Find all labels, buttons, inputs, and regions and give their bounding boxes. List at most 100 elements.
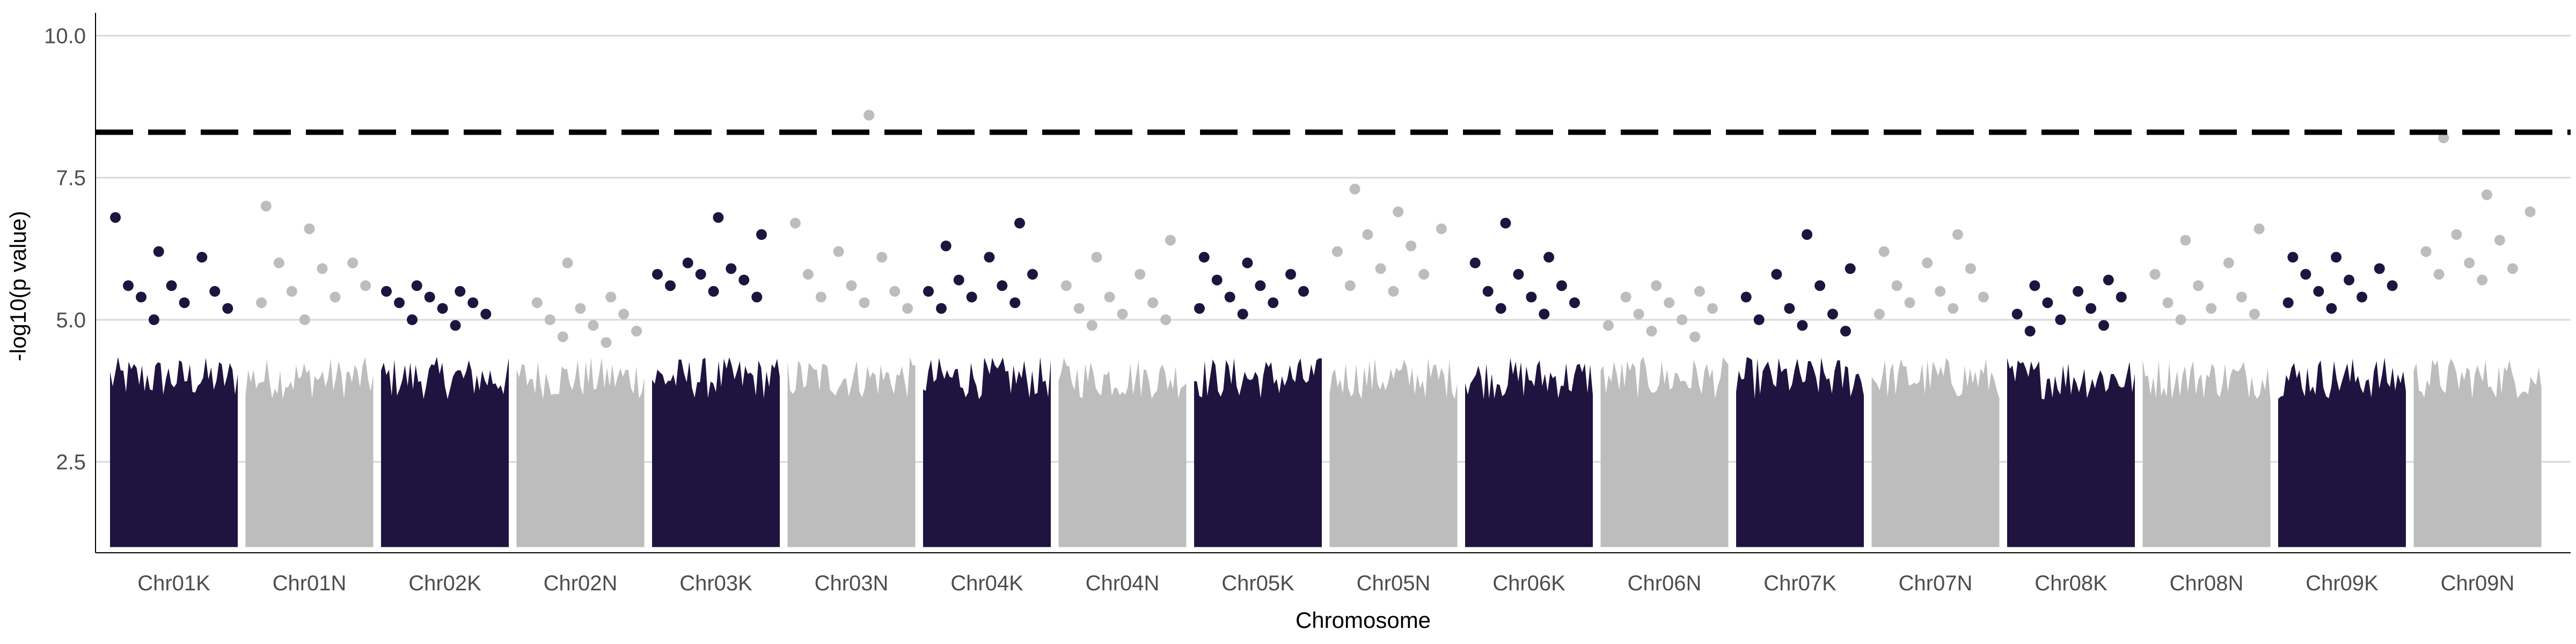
point-chr05n-9 bbox=[1388, 286, 1399, 297]
x-tick-label-chr01k: Chr01K bbox=[137, 572, 210, 595]
point-chr05n-7 bbox=[1418, 269, 1430, 280]
point-chr08n-3 bbox=[2149, 269, 2161, 280]
point-chr04k-9 bbox=[936, 303, 947, 314]
point-chr07n-4 bbox=[1891, 280, 1902, 291]
point-chr03k-7 bbox=[665, 280, 676, 291]
point-chr08n-5 bbox=[2236, 291, 2247, 303]
point-chr04n-2 bbox=[1135, 269, 1146, 280]
point-chr02n-4 bbox=[618, 309, 630, 320]
point-chr01n-6 bbox=[286, 286, 297, 297]
x-tick-label-chr03n: Chr03N bbox=[815, 572, 889, 595]
point-chr05n-2 bbox=[1436, 223, 1447, 235]
point-chr06k-2 bbox=[1469, 257, 1481, 268]
point-chr06n-0 bbox=[1651, 280, 1662, 291]
point-chr03n-0 bbox=[863, 109, 875, 121]
point-chr05n-3 bbox=[1362, 229, 1373, 240]
point-chr07n-2 bbox=[1922, 257, 1933, 268]
point-chr09k-1 bbox=[2331, 252, 2342, 263]
point-chr04n-4 bbox=[1104, 291, 1115, 303]
point-chr03n-9 bbox=[902, 303, 913, 314]
point-chr04k-6 bbox=[923, 286, 934, 297]
point-chr02k-2 bbox=[381, 286, 392, 297]
x-axis-title: Chromosome bbox=[1296, 608, 1431, 633]
point-chr09k-6 bbox=[2313, 286, 2324, 297]
point-chr05k-2 bbox=[1285, 269, 1296, 280]
point-chr07n-1 bbox=[1878, 246, 1890, 257]
point-chr08n-2 bbox=[2223, 257, 2234, 268]
point-chr06k-3 bbox=[1513, 269, 1524, 280]
point-chr06n-1 bbox=[1694, 286, 1705, 297]
point-chr04n-5 bbox=[1147, 297, 1159, 309]
point-chr01k-3 bbox=[123, 280, 134, 291]
x-tick-label-chr04n: Chr04N bbox=[1086, 572, 1160, 595]
point-chr06k-9 bbox=[1539, 309, 1550, 320]
point-chr03k-3 bbox=[726, 263, 737, 274]
point-chr02k-8 bbox=[407, 314, 418, 325]
point-chr03k-8 bbox=[708, 286, 719, 297]
point-chr07k-8 bbox=[1797, 320, 1808, 331]
y-tick-labels: 2.5 5.0 7.5 10.0 bbox=[44, 24, 86, 474]
point-chr01n-3 bbox=[273, 257, 284, 268]
point-chr01n-9 bbox=[299, 314, 310, 325]
point-chr09k-9 bbox=[2326, 303, 2337, 314]
point-chr03k-4 bbox=[652, 269, 663, 280]
point-chr04n-6 bbox=[1073, 303, 1085, 314]
point-chr01k-9 bbox=[148, 314, 159, 325]
point-chr07n-3 bbox=[1965, 263, 1976, 274]
point-chr04k-7 bbox=[966, 291, 977, 303]
y-tick-label-3: 10.0 bbox=[44, 24, 86, 48]
x-tick-label-chr02n: Chr02N bbox=[544, 572, 618, 595]
point-chr03k-6 bbox=[738, 274, 750, 286]
point-chr05k-3 bbox=[1211, 274, 1223, 286]
point-chr09n-0 bbox=[2438, 133, 2449, 143]
point-chr06n-9 bbox=[1689, 331, 1701, 342]
point-mass-chr04n bbox=[1058, 357, 1187, 547]
point-chr07k-1 bbox=[1845, 263, 1856, 274]
point-mass-chr08n bbox=[2142, 359, 2271, 547]
point-chr01k-4 bbox=[166, 280, 177, 291]
points-layer bbox=[110, 109, 2536, 348]
x-tick-label-chr08k: Chr08K bbox=[2035, 572, 2107, 595]
point-chr06k-7 bbox=[1569, 297, 1580, 309]
point-chr09n-8 bbox=[2433, 269, 2445, 280]
point-chr06k-4 bbox=[1556, 280, 1567, 291]
point-mass-chr04k bbox=[923, 357, 1051, 547]
point-mass-chr03k bbox=[652, 357, 780, 547]
point-chr03n-1 bbox=[789, 217, 801, 229]
point-chr08n-4 bbox=[2193, 280, 2204, 291]
x-tick-label-chr08n: Chr08N bbox=[2170, 572, 2244, 595]
y-tick-label-0: 2.5 bbox=[56, 451, 86, 474]
point-mass-chr03n bbox=[787, 357, 916, 547]
point-chr05n-4 bbox=[1406, 240, 1417, 252]
point-chr02n-2 bbox=[531, 297, 543, 309]
point-chr08k-3 bbox=[2116, 291, 2127, 303]
point-chr03k-0 bbox=[713, 212, 724, 223]
x-tick-label-chr02k: Chr02K bbox=[408, 572, 481, 595]
point-chr02k-9 bbox=[450, 320, 461, 331]
x-tick-label-chr06k: Chr06K bbox=[1492, 572, 1565, 595]
point-chr02n-6 bbox=[588, 320, 599, 331]
point-chr07n-8 bbox=[1948, 303, 1959, 314]
point-chr06n-8 bbox=[1646, 326, 1657, 336]
point-chr05k-5 bbox=[1298, 286, 1309, 297]
point-chr02k-0 bbox=[411, 280, 422, 291]
point-mass-layer bbox=[110, 356, 2542, 547]
point-chr07k-5 bbox=[1784, 303, 1795, 314]
point-chr09n-4 bbox=[2494, 235, 2505, 246]
point-mass-chr02n bbox=[516, 357, 645, 547]
point-mass-chr06n bbox=[1600, 356, 1729, 547]
point-chr08n-8 bbox=[2249, 309, 2260, 320]
point-chr04n-9 bbox=[1086, 320, 1097, 331]
point-chr06n-5 bbox=[1633, 309, 1644, 320]
point-mass-chr07n bbox=[1871, 358, 2000, 547]
point-chr04n-7 bbox=[1117, 309, 1128, 320]
point-chr07k-2 bbox=[1771, 269, 1782, 280]
point-chr05k-8 bbox=[1194, 303, 1205, 314]
point-chr08n-9 bbox=[2175, 314, 2186, 325]
point-mass-chr08k bbox=[2007, 358, 2135, 547]
point-chr08k-7 bbox=[2055, 314, 2066, 325]
point-mass-chr07k bbox=[1736, 357, 1864, 547]
point-chr02n-9 bbox=[601, 337, 612, 348]
